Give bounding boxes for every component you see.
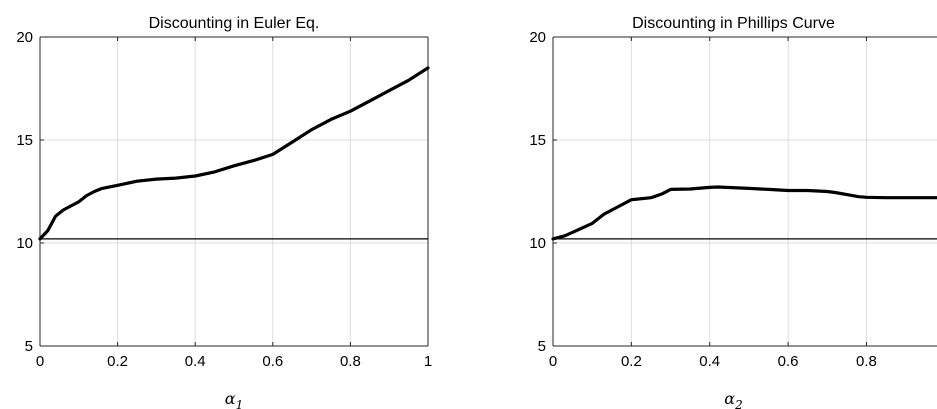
x-axis-label: α2	[724, 389, 742, 409]
x-tick-label: 0	[36, 353, 44, 370]
y-tick-label: 5	[538, 338, 546, 355]
x-axis-label-subscript: 1	[236, 398, 244, 409]
x-tick-label: 0.8	[856, 353, 877, 370]
x-tick-label: 0.6	[778, 353, 799, 370]
x-tick-label: 0.2	[107, 353, 128, 370]
y-tick-label: 15	[529, 132, 546, 149]
x-tick-label: 0.4	[185, 353, 206, 370]
x-tick-label: 0.4	[699, 353, 720, 370]
chart-title: Discounting in Phillips Curve	[632, 15, 835, 32]
series-line	[551, 185, 937, 241]
y-tick-label: 15	[16, 132, 33, 149]
y-tick-label: 10	[16, 235, 33, 252]
x-tick-label: 1	[424, 353, 432, 370]
x-axis-label-symbol: α	[724, 389, 735, 408]
chart-title: Discounting in Euler Eq.	[149, 15, 320, 32]
x-axis-label-symbol: α	[225, 389, 236, 408]
x-axis-label: α1	[225, 389, 243, 409]
x-tick-label: 0.2	[621, 353, 642, 370]
x-tick-label: 0	[549, 353, 557, 370]
chart-panel-2: 0 0.2 0.4 0.6 0.8 5 10 15 20 Discounting in Phill…	[529, 15, 937, 409]
y-tick-label: 10	[529, 235, 546, 252]
y-tick-label: 5	[25, 338, 33, 355]
y-tick-label: 20	[16, 29, 33, 46]
x-tick-label: 0.8	[340, 353, 361, 370]
series-line	[38, 66, 430, 241]
x-axis-label-subscript: 2	[734, 398, 743, 409]
x-tick-label: 0.6	[262, 353, 283, 370]
y-tick-label: 20	[529, 29, 546, 46]
